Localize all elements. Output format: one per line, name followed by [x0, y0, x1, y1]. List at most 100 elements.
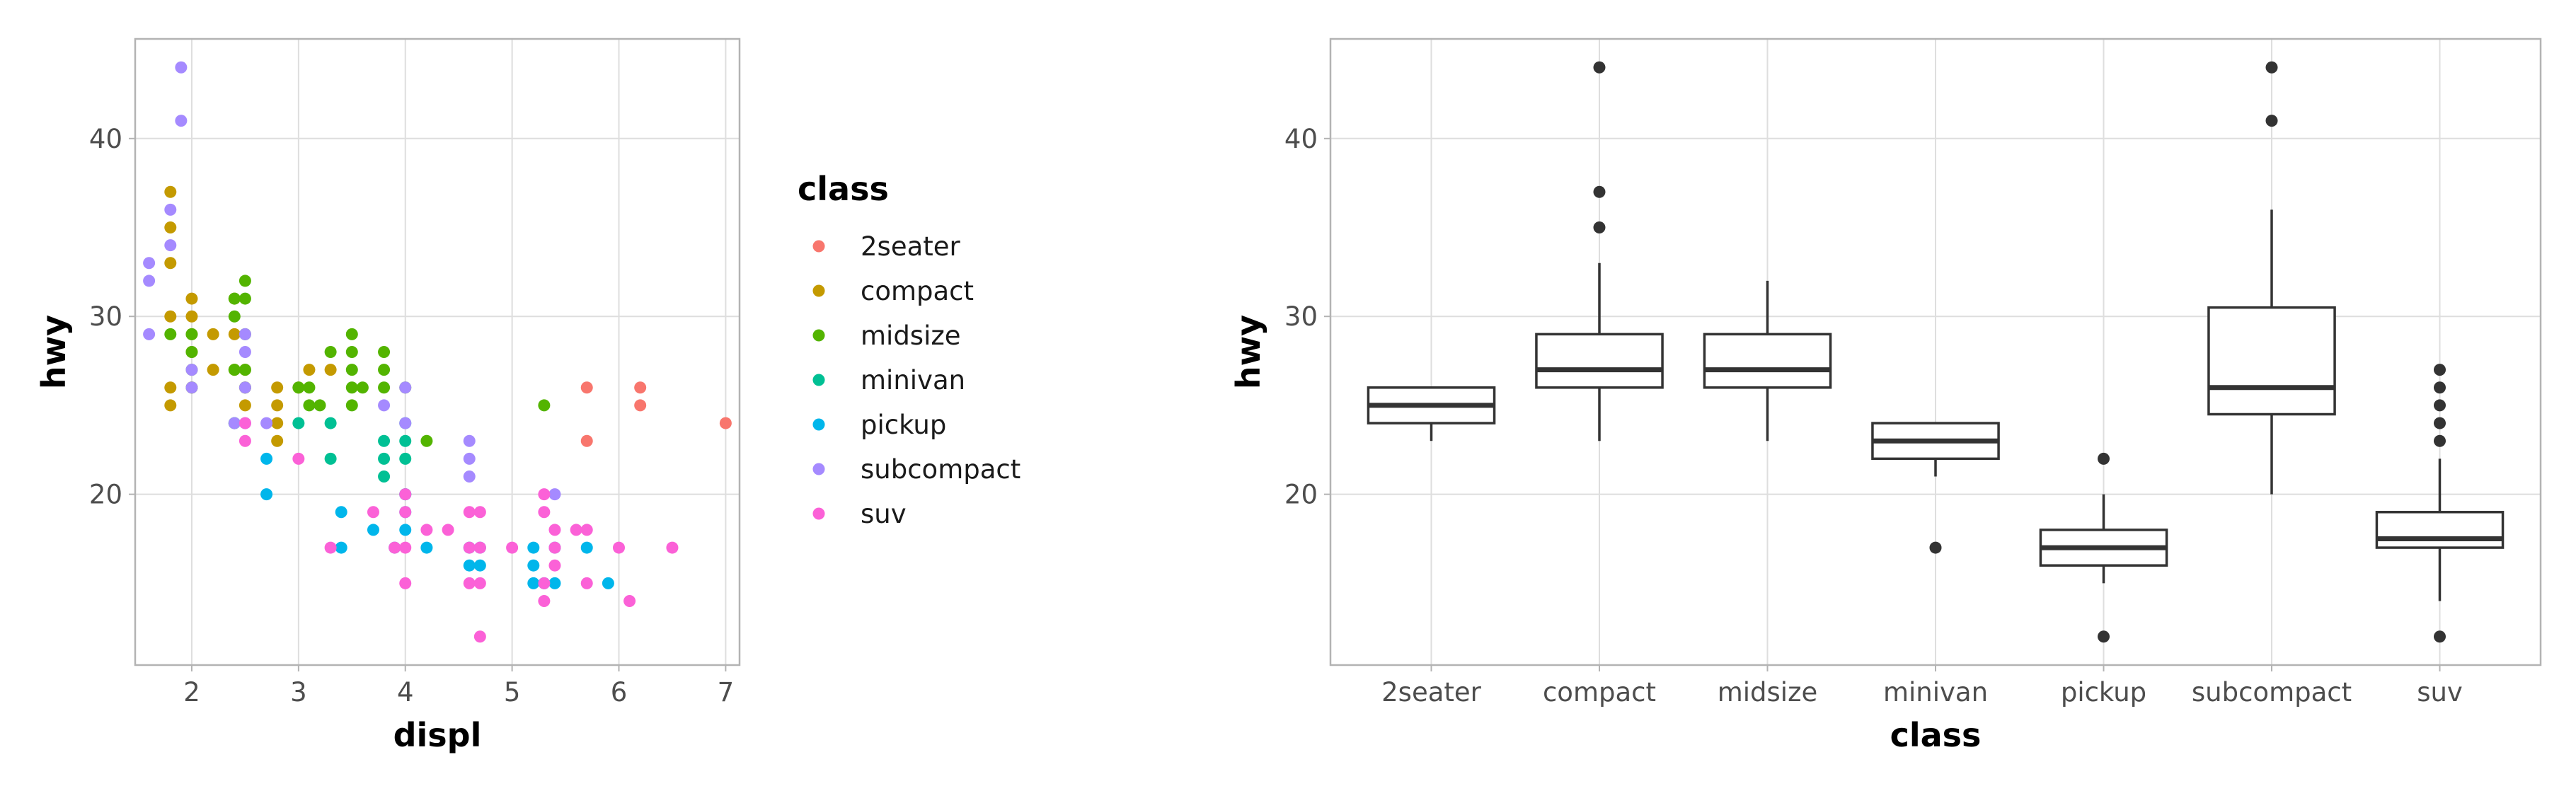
scatter-point-subcompact: [164, 239, 177, 252]
scatter-point-suv: [570, 524, 582, 536]
scatter-point-subcompact: [164, 203, 177, 216]
scatter-point-suv: [399, 506, 412, 519]
box-body-subcompact: [2207, 306, 2336, 416]
scatter-point-pickup: [473, 559, 486, 572]
legend-key-suv: [812, 507, 825, 520]
scatter-point-pickup: [335, 506, 347, 519]
legend-item-minivan: minivan: [812, 365, 965, 396]
scatter-x-axis-title: displ: [393, 716, 482, 754]
scatter-point-compact: [271, 381, 284, 394]
legend-label-midsize: midsize: [861, 321, 961, 351]
scatter-point-midsize: [185, 346, 198, 358]
box-x-tick-label-pickup: pickup: [2061, 677, 2146, 708]
scatter-point-suv: [399, 577, 412, 589]
scatter-point-2seater: [634, 381, 647, 394]
scatter-y-tick-label: 20: [89, 480, 122, 510]
scatter-point-compact: [324, 364, 337, 376]
legend-key-subcompact: [812, 463, 825, 475]
scatter-point-midsize: [238, 292, 251, 305]
box-minivan: [1871, 422, 2000, 554]
legend-key-minivan: [812, 374, 825, 386]
box-2seater: [1367, 386, 1496, 441]
scatter-point-minivan: [399, 452, 412, 465]
scatter-point-suv: [613, 541, 626, 554]
box-body-midsize: [1703, 333, 1832, 389]
box-outlier-pickup: [2098, 452, 2110, 465]
legend-item-compact: compact: [812, 276, 974, 306]
box-outlier-compact: [1593, 61, 1606, 74]
scatter-point-pickup: [602, 577, 614, 589]
scatter-point-subcompact: [548, 488, 561, 501]
scatter-point-minivan: [399, 434, 412, 447]
scatter-point-midsize: [324, 346, 337, 358]
scatter-point-pickup: [399, 524, 412, 536]
legend-label-compact: compact: [861, 276, 974, 306]
legend-title: class: [798, 170, 889, 208]
scatter-point-pickup: [260, 452, 273, 465]
scatter-point-compact: [185, 292, 198, 305]
box-x-tick-label-2seater: 2seater: [1381, 677, 1482, 708]
scatter-point-compact: [271, 399, 284, 412]
box-outlier-compact: [1593, 221, 1606, 234]
scatter-point-suv: [463, 506, 476, 519]
scatter-y-axis-title: hwy: [35, 315, 73, 389]
scatter-point-midsize: [378, 346, 391, 358]
scatter-point-compact: [207, 328, 219, 340]
scatter-point-subcompact: [399, 381, 412, 394]
box-midsize: [1703, 280, 1832, 441]
scatter-point-subcompact: [238, 328, 251, 340]
scatter-point-midsize: [238, 275, 251, 287]
scatter-point-midsize: [228, 310, 241, 323]
box-y-tick-label: 20: [1284, 480, 1318, 510]
legend-key-pickup: [812, 418, 825, 431]
scatter-point-suv: [473, 506, 486, 519]
box-suv: [2375, 364, 2505, 643]
legend-label-pickup: pickup: [861, 410, 946, 440]
box-outlier-suv: [2434, 630, 2446, 643]
scatter-point-pickup: [260, 488, 273, 501]
scatter-point-subcompact: [463, 470, 476, 483]
scatter-point-compact: [164, 399, 177, 412]
boxplot-panel: 2seater compact midsize minivan pickup subcom…: [1229, 37, 2542, 754]
scatter-point-suv: [538, 577, 551, 589]
scatter-point-midsize: [538, 399, 551, 412]
legend-item-subcompact: subcompact: [812, 454, 1020, 485]
box-outlier-compact: [1593, 185, 1606, 198]
scatter-point-suv: [580, 577, 593, 589]
scatter-point-compact: [303, 364, 316, 376]
scatter-point-suv: [292, 452, 305, 465]
box-x-tick-label-midsize: midsize: [1718, 677, 1818, 708]
scatter-plot-panel: 2 3 4 5 6 7 20 30 40 displ hwy: [35, 37, 741, 754]
scatter-point-pickup: [335, 541, 347, 554]
scatter-point-subcompact: [143, 328, 156, 340]
box-outlier-suv: [2434, 417, 2446, 429]
scatter-point-suv: [473, 577, 486, 589]
box-subcompact: [2207, 61, 2336, 495]
scatter-point-minivan: [378, 452, 391, 465]
scatter-y-tick-label: 40: [89, 124, 122, 154]
scatter-point-subcompact: [175, 61, 188, 74]
scatter-point-compact: [228, 328, 241, 340]
scatter-point-midsize: [238, 364, 251, 376]
scatter-point-midsize: [420, 434, 433, 447]
scatter-point-subcompact: [399, 417, 412, 429]
scatter-point-pickup: [527, 559, 540, 572]
scatter-point-suv: [666, 541, 679, 554]
scatter-point-midsize: [345, 328, 358, 340]
scatter-point-subcompact: [228, 417, 241, 429]
scatter-point-suv: [506, 541, 519, 554]
scatter-point-midsize: [228, 292, 241, 305]
scatter-point-midsize: [345, 364, 358, 376]
legend-label-2seater: 2seater: [861, 231, 961, 262]
box-body-suv: [2375, 511, 2505, 549]
box-body-compact: [1535, 333, 1664, 389]
scatter-point-midsize: [356, 381, 369, 394]
scatter-point-compact: [271, 417, 284, 429]
box-outlier-minivan: [1929, 541, 1942, 554]
scatter-point-midsize: [185, 328, 198, 340]
scatter-point-pickup: [527, 541, 540, 554]
box-outlier-suv: [2434, 381, 2446, 394]
scatter-point-midsize: [378, 381, 391, 394]
scatter-panel-border: [134, 37, 741, 666]
